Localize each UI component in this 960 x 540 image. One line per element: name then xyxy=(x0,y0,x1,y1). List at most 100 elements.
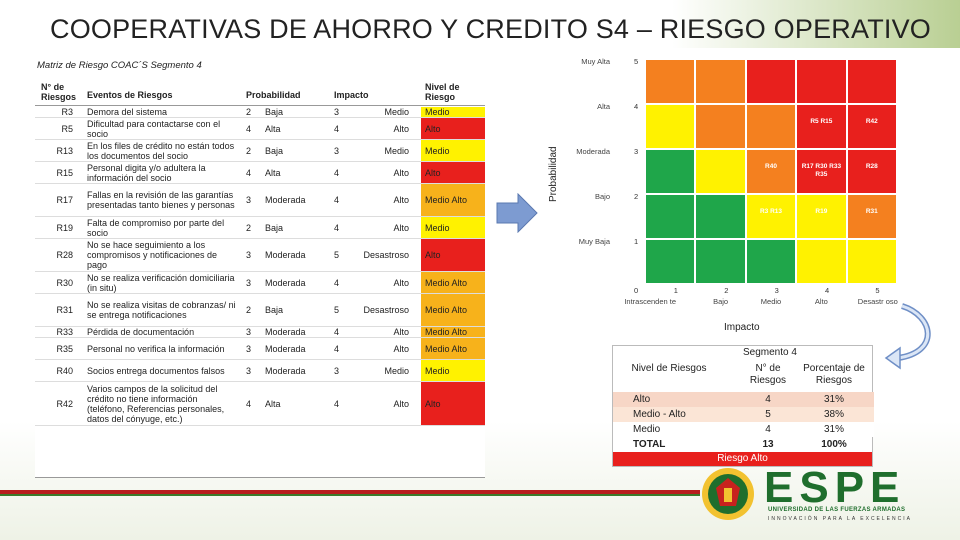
risk-event: Falta de compromiso por parte del socio xyxy=(87,217,225,238)
heatmap-y-label: Bajo xyxy=(594,191,610,201)
impact-text: Alto xyxy=(393,277,409,288)
risk-row: R33 Pérdida de documentación 3 Moderada 4 Alt… xyxy=(35,327,485,338)
impact-value: 4 xyxy=(334,343,340,354)
risk-level: Medio Alto xyxy=(421,338,485,359)
summary-header-percent: Porcentaje de Riesgos xyxy=(803,363,865,386)
summary-percent: 38% xyxy=(823,409,844,420)
risk-id: R42 xyxy=(56,398,73,409)
impact-text: Alto xyxy=(393,167,409,178)
probability-text: Moderada xyxy=(265,365,306,376)
espe-emblem-icon xyxy=(702,468,754,520)
header-impact: Impacto xyxy=(334,90,369,100)
heatmap-x-label: Intrascenden te xyxy=(624,297,677,306)
heatmap-cell xyxy=(796,149,847,194)
heatmap-cell xyxy=(645,59,696,104)
right-arrow-icon xyxy=(496,193,538,233)
risk-row: R35 Personal no verifica la información 3 M… xyxy=(35,338,485,360)
slide-title: COOPERATIVAS DE AHORRO Y CREDITO S4 – RI… xyxy=(50,14,932,44)
impact-text: Alto xyxy=(393,222,409,233)
heatmap-x-number: 4 xyxy=(825,286,830,295)
probability-value: 3 xyxy=(246,250,252,260)
probability-text: Baja xyxy=(265,107,284,117)
probability-text: Moderada xyxy=(265,277,306,288)
risk-id: R30 xyxy=(56,277,73,288)
impact-text: Alto xyxy=(393,123,409,134)
heatmap-x-zero: 0 xyxy=(634,286,639,295)
risk-id: R13 xyxy=(56,145,73,156)
probability-value: 2 xyxy=(246,305,252,315)
heatmap-cell-label: R28 xyxy=(865,163,878,170)
probability-text: Alta xyxy=(265,398,281,409)
probability-value: 2 xyxy=(246,107,252,117)
risk-level: Medio xyxy=(421,360,485,381)
impact-value: 5 xyxy=(334,305,340,315)
summary-count: 4 xyxy=(765,394,771,405)
risk-level: Alto xyxy=(421,239,485,271)
heatmap-cell-label: R19 xyxy=(815,208,828,215)
impact-text: Alto xyxy=(393,343,409,354)
risk-event: Pérdida de documentación xyxy=(87,327,195,337)
heatmap-y-label: Muy Baja xyxy=(578,236,610,246)
probability-axis-label: Probabilidad xyxy=(548,146,559,202)
impact-text: Alto xyxy=(393,195,409,205)
impact-value: 4 xyxy=(334,327,340,337)
footer-red-line xyxy=(0,490,700,494)
heatmap-cell xyxy=(645,104,696,149)
heatmap-y-number: 4 xyxy=(634,101,639,111)
risk-event: Dificultad para contactarse con el socio xyxy=(87,118,221,139)
heatmap-x-number: 5 xyxy=(875,286,880,295)
risk-event: Fallas en la revisión de las garantías p… xyxy=(87,190,235,210)
risk-event: Varios campos de la solicitud del crédit… xyxy=(87,383,225,424)
risk-level: Medio xyxy=(421,107,485,117)
impact-axis-label: Impacto xyxy=(724,322,760,333)
risk-id: R3 xyxy=(61,107,73,117)
risk-id: R5 xyxy=(61,123,73,134)
probability-text: Baja xyxy=(265,305,284,315)
probability-value: 3 xyxy=(246,343,252,354)
impact-value: 4 xyxy=(334,195,340,205)
probability-text: Moderada xyxy=(265,327,306,337)
impact-text: Medio xyxy=(384,365,409,376)
summary-header-level: Nivel de Riesgos xyxy=(631,363,707,374)
summary-percent: 31% xyxy=(823,424,844,435)
risk-id: R15 xyxy=(56,167,73,178)
risk-event: Socios entrega documentos falsos xyxy=(87,365,225,376)
heatmap-y-number: 3 xyxy=(634,146,639,156)
heatmap-x-number: 2 xyxy=(724,286,729,295)
risk-row: R30 No se realiza verificación domiciliar… xyxy=(35,272,485,294)
heatmap-cell xyxy=(796,239,847,284)
heatmap-cell-label: R40 xyxy=(765,163,777,170)
impact-value: 4 xyxy=(334,277,340,288)
summary-level: Alto xyxy=(633,394,651,405)
risk-id: R19 xyxy=(56,222,73,233)
impact-value: 3 xyxy=(334,107,340,117)
probability-value: 3 xyxy=(246,365,252,376)
heatmap-y-label: Alta xyxy=(597,101,610,111)
probability-value: 4 xyxy=(246,123,252,134)
risk-row: R13 En los files de crédito no están todo… xyxy=(35,140,485,162)
heatmap-cell-label: R42 xyxy=(865,118,878,125)
heatmap-cell xyxy=(846,239,897,284)
curved-arrow-icon xyxy=(884,303,931,370)
heatmap-y-label: Moderada xyxy=(576,146,610,156)
probability-value: 2 xyxy=(246,222,252,233)
risk-event: No se realiza verificación domiciliaria … xyxy=(87,272,235,293)
summary-level: Medio xyxy=(633,424,661,435)
probability-value: 3 xyxy=(246,195,252,205)
university-name: UNIVERSIDAD DE LAS FUERZAS ARMADAS xyxy=(768,507,906,513)
impact-value: 3 xyxy=(334,145,340,156)
risk-level: Medio Alto xyxy=(421,327,485,337)
header-event: Eventos de Riesgos xyxy=(87,90,173,100)
summary-footer: Riesgo Alto xyxy=(613,452,872,466)
risk-heatmap: R5 R15 R42 R40 R17 R30 R33 R35 R28 R3 R13 R19 R… xyxy=(645,59,897,284)
risk-id: R28 xyxy=(56,250,73,260)
heatmap-x-label: Bajo xyxy=(713,297,729,306)
summary-table: Segmento 4 Nivel de Riesgos N° de Riesgo… xyxy=(612,345,874,467)
heatmap-cell xyxy=(796,194,847,239)
heatmap-x-label: Desastr oso xyxy=(857,297,898,306)
risk-level: Medio xyxy=(421,217,485,238)
heatmap-cell-label: R17 R30 R33 R35 xyxy=(801,163,842,178)
summary-count: 5 xyxy=(765,409,771,420)
risk-event: Demora del sistema xyxy=(87,107,168,117)
header-probability: Probabilidad xyxy=(246,90,301,100)
